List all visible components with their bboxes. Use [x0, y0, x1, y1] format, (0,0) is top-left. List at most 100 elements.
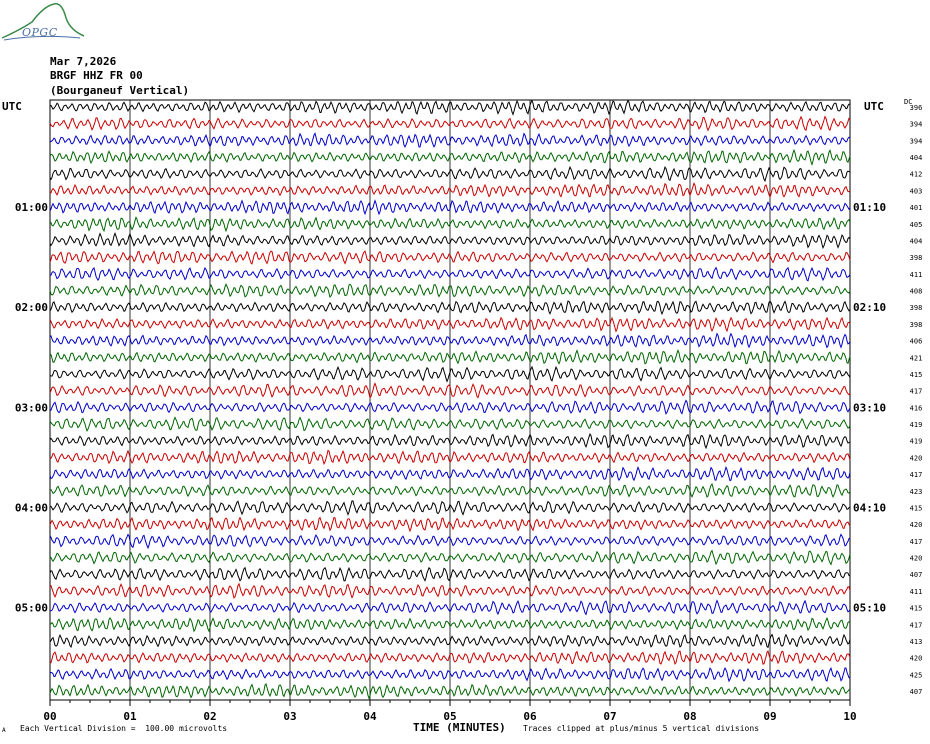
dc-offset-header: DC: [904, 98, 913, 106]
logo-text: OPGC: [22, 26, 58, 39]
dc-offset-value: 403: [910, 187, 923, 195]
dc-offset-value: 420: [910, 555, 923, 563]
dc-offset-value: 421: [910, 354, 923, 362]
dc-offset-value: 396: [910, 104, 923, 112]
dc-offset-value: 404: [910, 154, 923, 162]
seismic-trace: [49, 599, 851, 616]
seismic-trace: [49, 165, 851, 183]
dc-offset-value: 394: [910, 121, 923, 129]
hour-label-right: 01:10: [853, 201, 886, 214]
grid: [49, 99, 851, 706]
clipping-note: Traces clipped at plus/minus 5 vertical …: [523, 724, 760, 733]
hour-label-right: 03:10: [853, 401, 886, 414]
seismic-trace: [49, 382, 851, 399]
logo-underline: [3, 35, 81, 41]
x-tick-label: 09: [763, 710, 776, 723]
hour-label-left: 03:00: [15, 401, 48, 414]
seismic-trace: [49, 432, 851, 450]
seismic-trace: [49, 232, 851, 250]
x-tick-label: 01: [123, 710, 137, 723]
seismic-trace: [49, 649, 851, 665]
dc-offset-value: 419: [910, 438, 923, 446]
utc-label-left: UTC: [2, 100, 22, 113]
x-tick-label: 03: [283, 710, 296, 723]
dc-offset-value: 408: [910, 288, 923, 296]
seismic-trace: [49, 549, 851, 566]
dc-offset-value: 407: [910, 688, 923, 696]
hour-label-right: 05:10: [853, 602, 886, 615]
seismic-trace: [49, 416, 851, 433]
seismic-trace: [49, 500, 851, 516]
seismic-trace: [49, 316, 851, 333]
dc-offset-value: 420: [910, 521, 923, 529]
record-date: Mar 7,2026: [50, 55, 117, 68]
opgc-logo: [1, 3, 85, 41]
seismic-trace: [49, 516, 851, 533]
seismic-trace: [49, 348, 851, 365]
x-tick-label: 08: [683, 710, 696, 723]
station-code: BRGF HHZ FR 00: [50, 69, 143, 82]
seismic-trace: [49, 99, 851, 116]
dc-offset-value: 394: [910, 137, 923, 145]
seismic-trace: [49, 582, 851, 599]
seismic-trace: [49, 616, 851, 633]
seismic-trace: [49, 132, 851, 149]
dc-offset-value: 416: [910, 404, 923, 412]
hour-label-left: 05:00: [15, 602, 48, 615]
dc-offset-value: 417: [910, 388, 923, 396]
dc-offset-value: 398: [910, 304, 923, 312]
dc-offset-value: 413: [910, 638, 923, 646]
vertical-division-note: Each Vertical Division = 100.00 microvol…: [20, 724, 228, 733]
logo-mountain-line: [1, 3, 85, 39]
dc-offset-value: 420: [910, 454, 923, 462]
seismic-trace: [49, 266, 851, 282]
dc-offset-value: 407: [910, 571, 923, 579]
dc-offset-value: 398: [910, 254, 923, 262]
hour-label-left: 01:00: [15, 201, 48, 214]
traces: [49, 99, 851, 700]
hour-label-right: 02:10: [853, 301, 886, 314]
utc-label-right: UTC: [864, 100, 884, 113]
axis-labels: 00 01 02 03 04 05 06 07 08 09 10 396 394 394 404 412 403…: [15, 104, 922, 723]
hour-label-right: 04:10: [853, 501, 886, 514]
seismic-trace: [49, 482, 851, 499]
seismic-trace: [49, 566, 851, 582]
dc-offset-value: 417: [910, 471, 923, 479]
dc-offset-value: 423: [910, 488, 923, 496]
x-tick-label: 10: [843, 710, 856, 723]
dc-offset-value: 405: [910, 221, 923, 229]
seismic-trace: [49, 300, 851, 316]
hour-label-left: 04:00: [15, 501, 48, 514]
x-tick-label: 04: [363, 710, 377, 723]
x-tick-label: 06: [523, 710, 537, 723]
time-axis-title: TIME (MINUTES): [413, 721, 506, 734]
dc-offset-value: 406: [910, 338, 923, 346]
hour-label-left: 02:00: [15, 301, 48, 314]
seismic-trace: [49, 199, 851, 216]
footer-mark: A: [2, 727, 6, 734]
seismic-trace: [49, 465, 851, 482]
seismic-trace: [49, 250, 851, 265]
seismic-trace: [49, 533, 851, 550]
seismic-trace: [49, 148, 851, 166]
seismic-trace: [49, 216, 851, 233]
seismic-trace: [49, 332, 851, 349]
dc-offset-value: 401: [910, 204, 923, 212]
x-tick-label: 02: [203, 710, 216, 723]
dc-offset-value: 417: [910, 538, 923, 546]
dc-offset-value: 415: [910, 371, 923, 379]
dc-offset-value: 425: [910, 671, 923, 679]
x-tick-label: 07: [603, 710, 616, 723]
dc-offset-value: 415: [910, 504, 923, 512]
seismic-trace: [49, 682, 851, 700]
dc-offset-value: 404: [910, 237, 923, 245]
station-description: (Bourganeuf Vertical): [50, 84, 190, 97]
dc-offset-value: 415: [910, 605, 923, 613]
seismic-trace: [49, 399, 851, 416]
x-tick-label: 00: [43, 710, 56, 723]
dc-offset-value: 411: [910, 588, 923, 596]
seismic-trace: [49, 283, 851, 298]
dc-offset-value: 411: [910, 271, 923, 279]
dc-offset-value: 419: [910, 421, 923, 429]
